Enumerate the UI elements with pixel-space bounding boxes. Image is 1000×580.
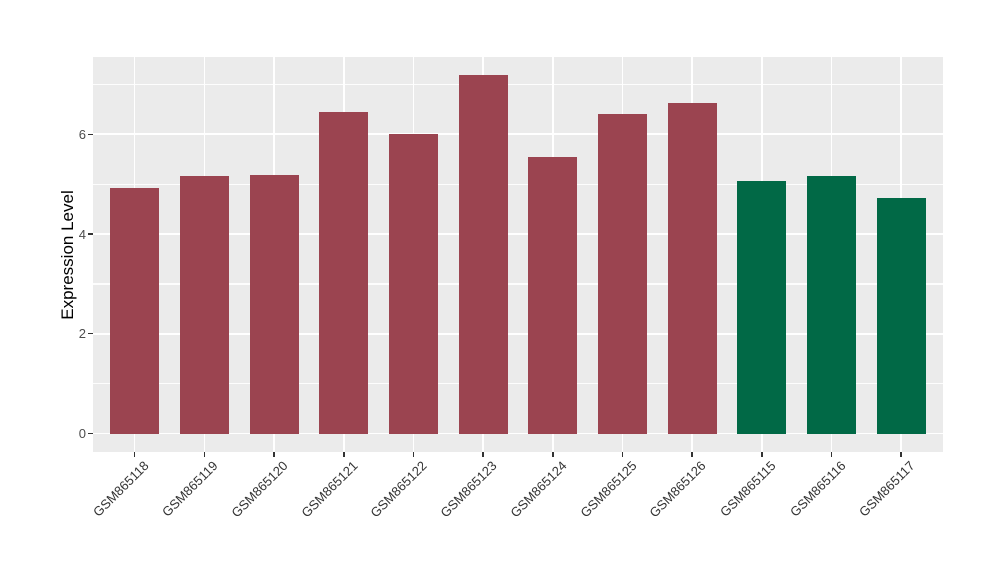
bar-GSM865119	[180, 176, 229, 434]
y-tick-label: 4	[78, 226, 86, 242]
minor-gridline	[93, 83, 943, 86]
bar-GSM865122	[389, 133, 438, 434]
bar-GSM865117	[876, 197, 926, 434]
y-tick-mark	[87, 233, 93, 235]
bar-GSM865123	[458, 75, 508, 434]
x-tick-mark	[273, 452, 275, 457]
major-gridline	[93, 233, 943, 235]
y-axis-title: Expression Level	[58, 190, 77, 320]
bar-GSM865120	[249, 174, 299, 434]
x-tick-mark	[412, 452, 415, 457]
minor-gridline	[93, 283, 943, 285]
minor-gridline	[93, 383, 943, 385]
major-gridline	[93, 133, 943, 136]
y-tick-mark	[87, 432, 93, 435]
x-tick-mark	[203, 452, 206, 457]
plot-panel	[93, 57, 943, 452]
bar-GSM865125	[598, 114, 647, 434]
y-tick-label: 2	[78, 326, 86, 342]
x-tick-mark	[621, 452, 624, 457]
x-tick-mark	[691, 452, 693, 457]
x-tick-mark	[900, 452, 902, 457]
bar-GSM865116	[807, 176, 856, 434]
x-tick-mark	[134, 452, 136, 457]
major-gridline	[93, 332, 943, 335]
bar-GSM865124	[528, 157, 578, 434]
bar-GSM865121	[319, 111, 369, 434]
y-tick-label: 0	[78, 426, 86, 442]
bar-GSM865126	[667, 103, 717, 434]
y-tick-mark	[87, 333, 93, 335]
x-tick-mark	[830, 452, 833, 457]
x-tick-mark	[482, 452, 484, 457]
major-gridline	[93, 432, 943, 435]
x-tick-mark	[761, 452, 763, 457]
x-tick-mark	[343, 452, 345, 457]
y-tick-label: 6	[78, 126, 86, 142]
y-tick-mark	[87, 133, 93, 135]
bar-GSM865115	[737, 180, 787, 434]
x-tick-mark	[552, 452, 554, 457]
minor-gridline	[93, 183, 943, 185]
bar-GSM865118	[110, 188, 160, 434]
